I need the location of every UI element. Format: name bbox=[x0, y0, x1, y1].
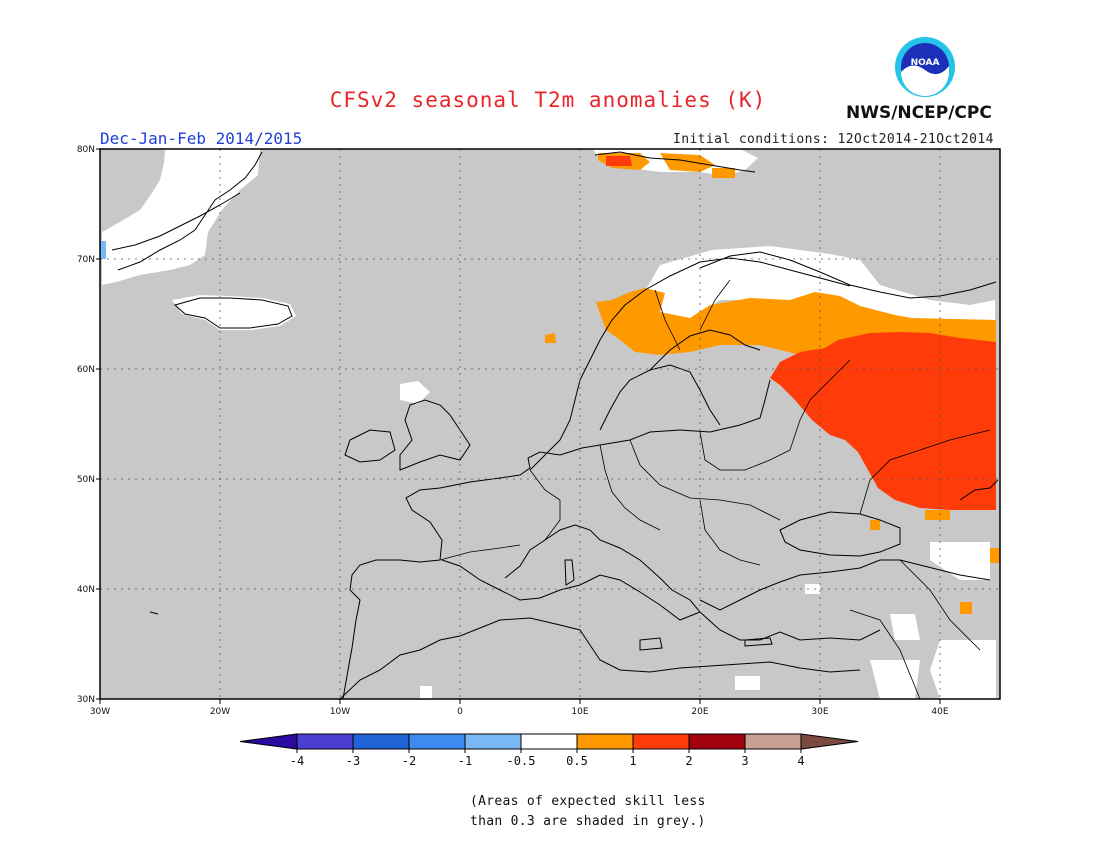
lon-tick-label: 40E bbox=[931, 707, 948, 717]
colorbar-segment bbox=[296, 733, 354, 750]
lon-tick-label: 0 bbox=[457, 707, 463, 717]
chart-title: CFSv2 seasonal T2m anomalies (K) bbox=[329, 88, 767, 112]
lon-tick-label: 20W bbox=[210, 707, 230, 717]
noaa-logo: NOAA bbox=[894, 36, 956, 98]
lon-tick-label: 20E bbox=[691, 707, 708, 717]
colorbar-tick-label: -0.5 bbox=[507, 754, 536, 768]
colorbar-upper-extension bbox=[800, 733, 859, 750]
axis-ticks: 30W 20W 10W 0 10E 20E 30E 40E 30N 40N 50N 60N 70N 80N bbox=[77, 145, 949, 717]
colorbar-lower-extension bbox=[239, 733, 298, 750]
colorbar-tick-label: -4 bbox=[290, 754, 304, 768]
lat-tick-label: 70N bbox=[77, 255, 95, 265]
country-borders bbox=[439, 279, 991, 700]
lon-tick-label: 10W bbox=[330, 707, 350, 717]
map-area bbox=[99, 148, 1001, 700]
lon-tick-label: 30E bbox=[811, 707, 828, 717]
graticule bbox=[100, 149, 1000, 699]
colorbar-tick-label: 4 bbox=[797, 754, 804, 768]
colorbar-tick-label: 3 bbox=[741, 754, 748, 768]
colorbar-segment bbox=[744, 733, 802, 750]
anomaly-minus-0-5-to-minus-1 bbox=[100, 241, 106, 259]
colorbar-tick-label: 2 bbox=[685, 754, 692, 768]
colorbar-segment bbox=[632, 733, 690, 750]
colorbar-segment bbox=[408, 733, 466, 750]
lat-tick-label: 60N bbox=[77, 365, 95, 375]
colorbar-tick-label: -1 bbox=[458, 754, 472, 768]
colorbar-tick-label: -3 bbox=[346, 754, 360, 768]
lat-tick-label: 40N bbox=[77, 585, 95, 595]
logo-text: NOAA bbox=[911, 58, 940, 68]
skill-note-line1: (Areas of expected skill less bbox=[470, 794, 706, 809]
agency-label: NWS/NCEP/CPC bbox=[846, 103, 992, 123]
colorbar-tick-label: -2 bbox=[402, 754, 416, 768]
lon-tick-label: 30W bbox=[90, 707, 110, 717]
lat-tick-label: 80N bbox=[77, 145, 95, 155]
colorbar-segment bbox=[520, 733, 578, 750]
skill-note-line2: than 0.3 are shaded in grey.) bbox=[470, 814, 706, 829]
colorbar-tick-label: 0.5 bbox=[566, 754, 588, 768]
colorbar-segment bbox=[464, 733, 522, 750]
anomaly-1-to-2 bbox=[606, 156, 996, 510]
colorbar-legend: -4 -3 -2 -1 -0.5 0.5 1 2 3 4 bbox=[239, 733, 859, 768]
lat-tick-label: 30N bbox=[77, 695, 95, 705]
coastlines bbox=[111, 151, 999, 700]
skill-note: (Areas of expected skill less than 0.3 a… bbox=[470, 792, 730, 832]
colorbar-segment bbox=[576, 733, 634, 750]
lon-tick-label: 10E bbox=[571, 707, 588, 717]
colorbar-tick-label: 1 bbox=[629, 754, 636, 768]
near-normal-regions bbox=[102, 149, 996, 699]
initial-conditions-label: Initial conditions: 12Oct2014-21Oct2014 bbox=[673, 132, 994, 147]
colorbar-segment bbox=[688, 733, 746, 750]
colorbar-segment bbox=[352, 733, 410, 750]
season-label: Dec-Jan-Feb 2014/2015 bbox=[100, 129, 303, 148]
lat-tick-label: 50N bbox=[77, 475, 95, 485]
map-frame bbox=[99, 148, 1001, 700]
